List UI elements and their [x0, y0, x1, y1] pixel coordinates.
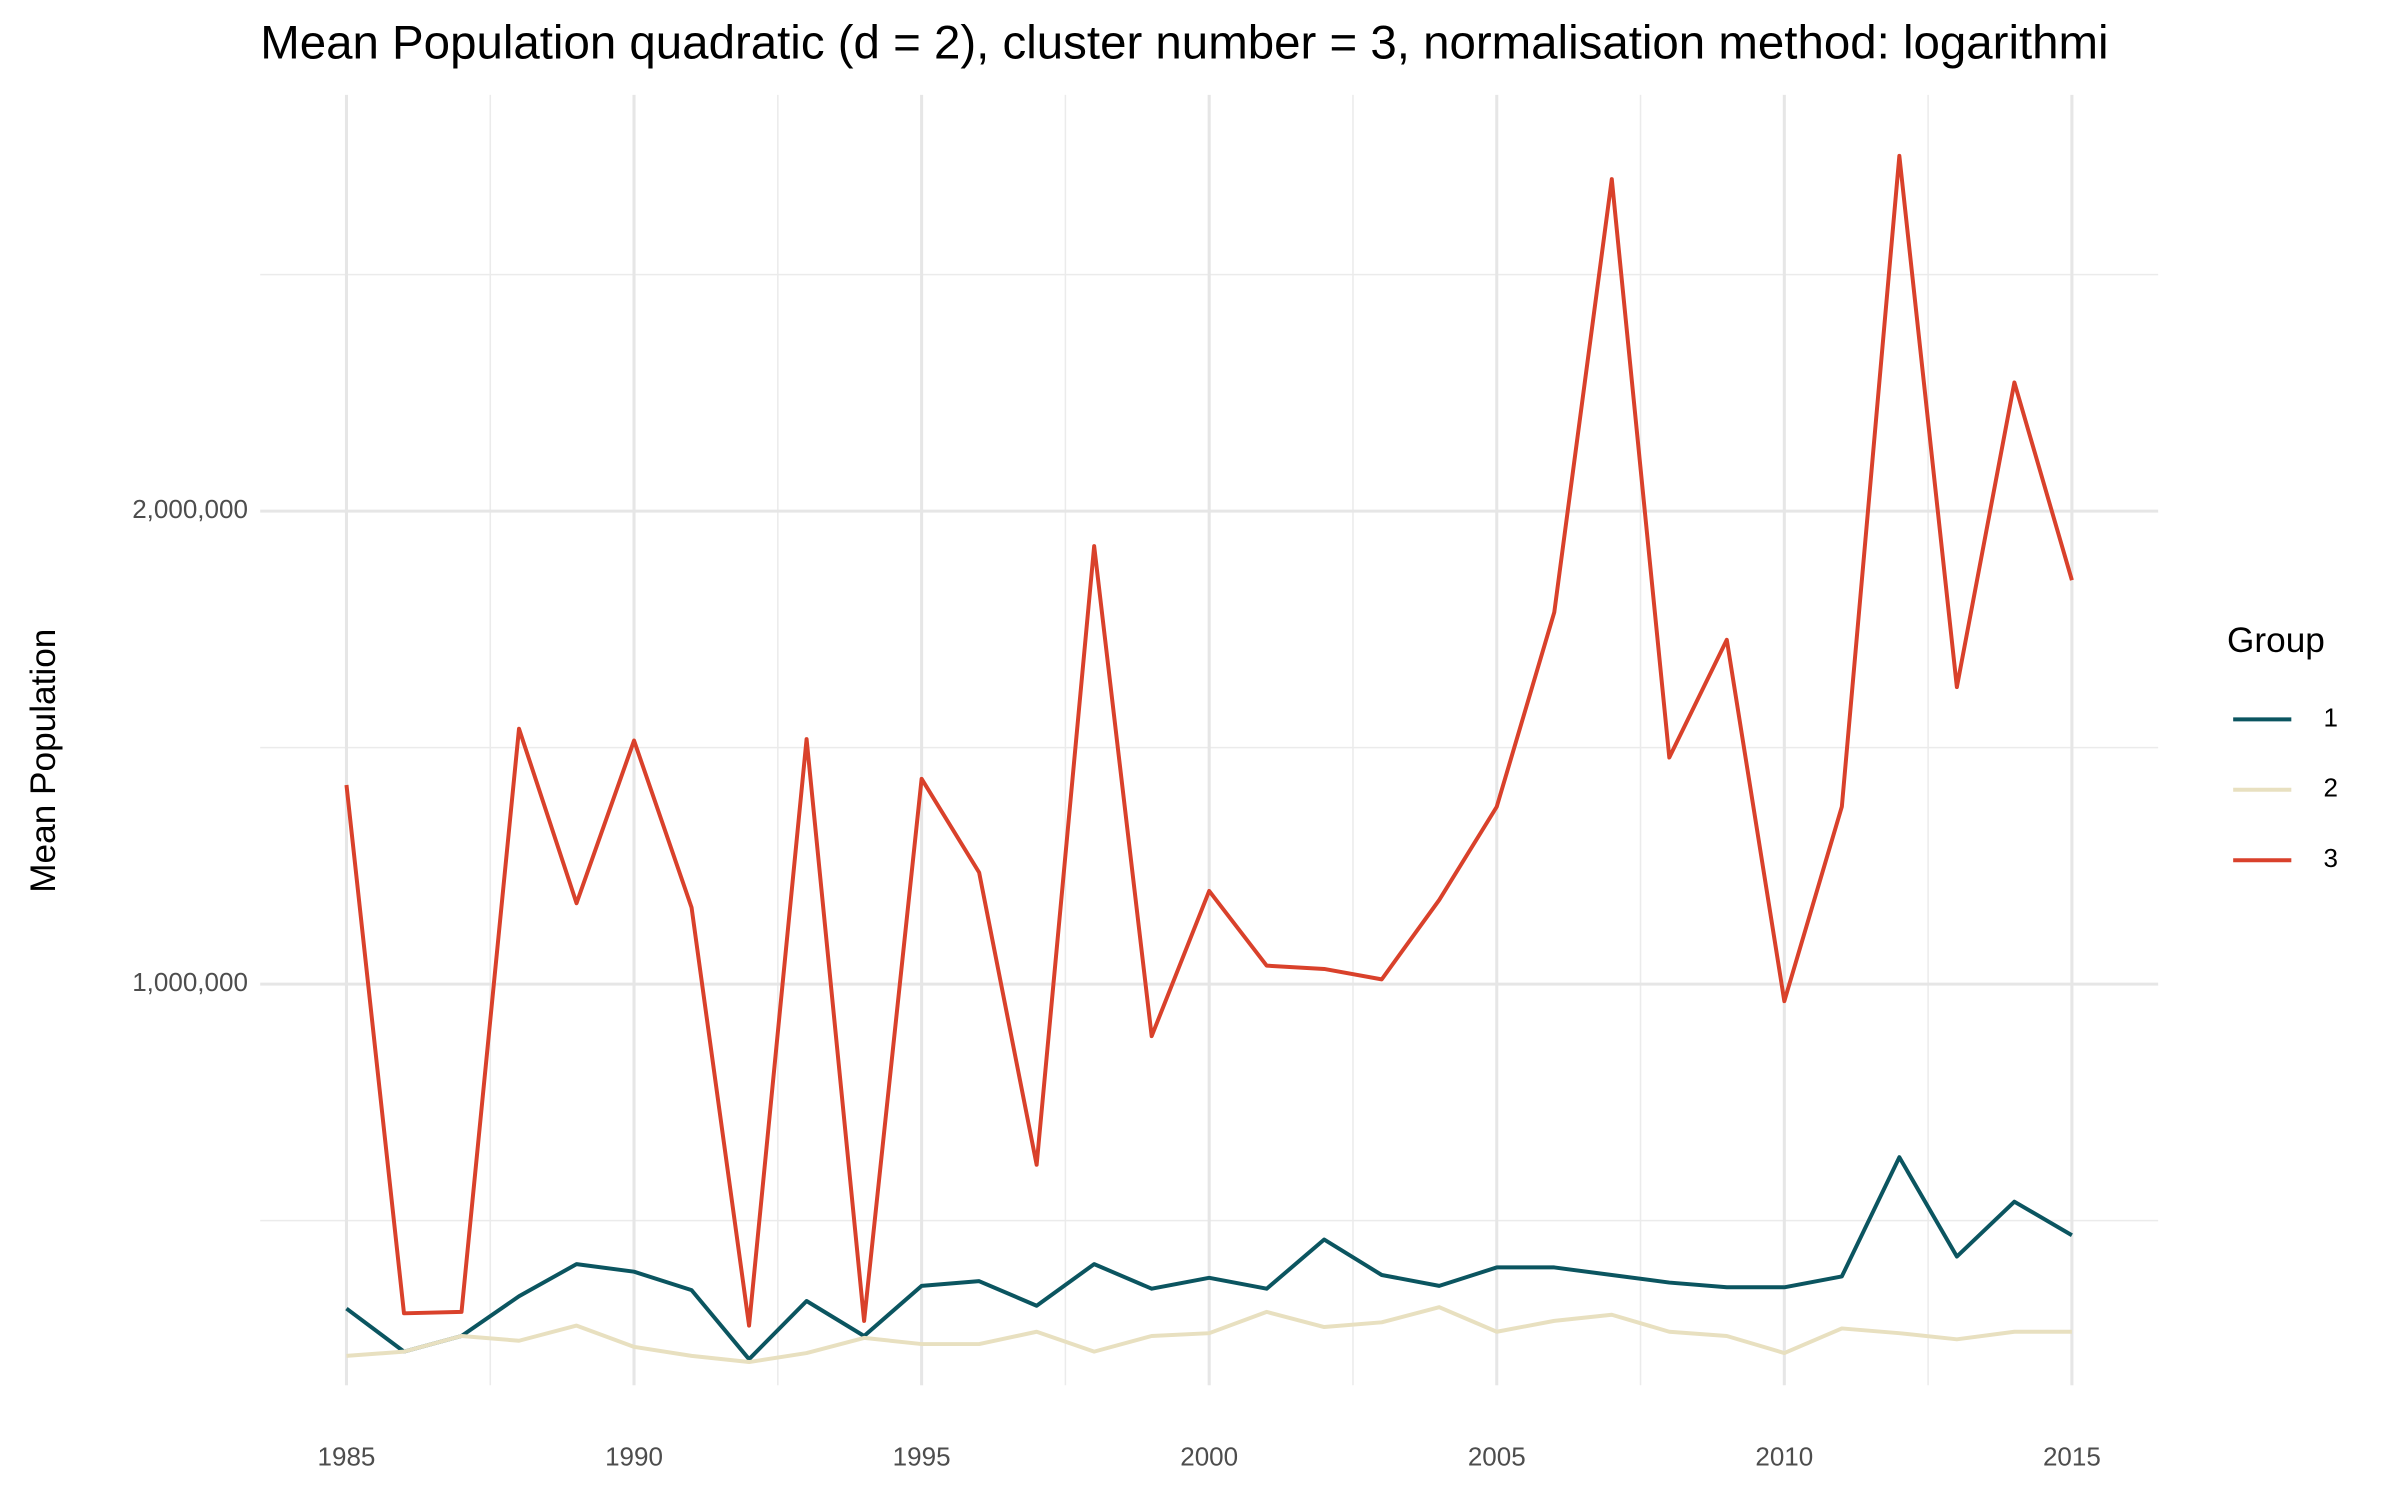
x-tick-label: 2005: [1468, 1442, 1526, 1472]
y-tick-label: 2,000,000: [132, 494, 248, 524]
legend-label: 2: [2323, 773, 2337, 803]
y-axis-title: Mean Population: [24, 629, 63, 893]
x-tick-label: 2000: [1180, 1442, 1238, 1472]
series-line: [346, 1305, 2072, 1365]
x-tick-label: 2010: [1755, 1442, 1813, 1472]
x-tick-label: 2015: [2043, 1442, 2101, 1472]
lines: [344, 153, 2074, 1365]
x-tick-label: 1995: [893, 1442, 951, 1472]
chart-title: Mean Population quadratic (d = 2), clust…: [260, 16, 2108, 69]
legend-title: Group: [2227, 621, 2325, 660]
grid: 1,000,000 2,000,000 1985 1990 1995 2000 2005 20…: [132, 94, 2159, 1472]
series-line: [344, 153, 2074, 1328]
legend-label: 3: [2323, 843, 2337, 873]
legend: Group 1 2 3: [2227, 621, 2338, 873]
series-line: [345, 1155, 2073, 1362]
x-tick-label: 1990: [605, 1442, 663, 1472]
x-tick-label: 1985: [318, 1442, 376, 1472]
y-tick-label: 1,000,000: [132, 967, 248, 997]
legend-label: 1: [2323, 702, 2337, 732]
